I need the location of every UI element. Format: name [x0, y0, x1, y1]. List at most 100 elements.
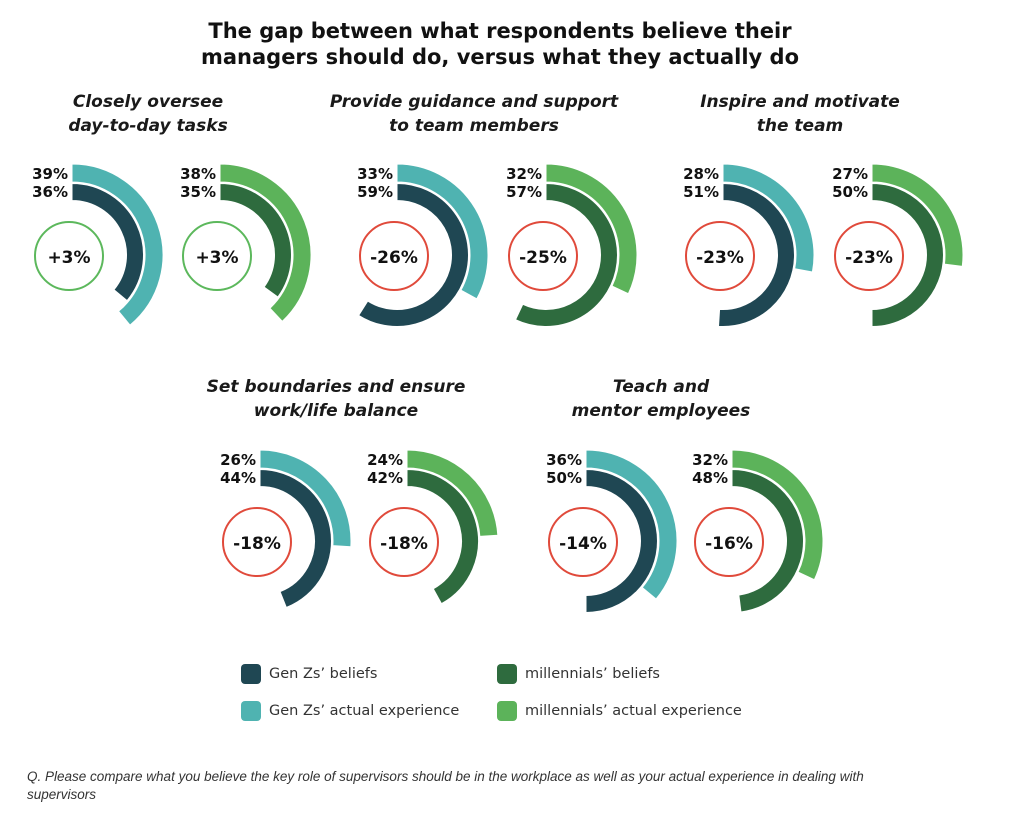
radial-chart-genz: 26%44% -18% — [220, 449, 352, 609]
legend-genz-actual: Gen Zs’ actual experience — [241, 701, 459, 721]
label-actual-value: 26% — [220, 451, 256, 469]
arc-actual-experience — [71, 163, 164, 326]
group-title-line: day-to-day tasks — [68, 116, 228, 136]
arc-actual-experience — [219, 163, 312, 323]
label-beliefs-value: 35% — [180, 183, 216, 201]
label-actual-value: 24% — [367, 451, 403, 469]
radial-chart-millennial: 24%42% -18% — [367, 449, 499, 605]
gap-circle — [548, 507, 618, 577]
label-actual-value: 32% — [692, 451, 728, 469]
arc-beliefs — [871, 182, 944, 328]
legend-swatch — [241, 664, 261, 684]
group-title-provide-guidance: Provide guidance and support to team mem… — [314, 90, 634, 138]
arc-beliefs — [219, 182, 292, 298]
group-title-line: to team members — [389, 116, 559, 136]
gap-circle — [222, 507, 292, 577]
gap-value: +3% — [195, 248, 238, 268]
label-actual-value: 33% — [357, 165, 393, 183]
gap-value: -18% — [380, 534, 428, 554]
group-title-line: mentor employees — [571, 401, 751, 421]
legend-swatch — [241, 701, 261, 721]
footnote: Q. Please compare what you believe the k… — [27, 769, 864, 802]
label-beliefs-value: 50% — [832, 183, 868, 201]
group-title-line: the team — [756, 116, 844, 136]
group-title-line: Inspire and motivate — [700, 92, 900, 112]
gap-circle — [834, 221, 904, 291]
label-beliefs-value: 36% — [32, 183, 68, 201]
arc-beliefs — [731, 468, 804, 613]
radial-chart-genz: 28%51% -23% — [683, 163, 815, 327]
legend-label: millennials’ actual experience — [525, 703, 742, 719]
group-title-line: Closely oversee — [72, 92, 224, 112]
legend-genz-beliefs: Gen Zs’ beliefs — [241, 664, 377, 684]
label-beliefs-value: 50% — [546, 469, 582, 487]
legend-label: Gen Zs’ beliefs — [269, 666, 378, 682]
arc-actual-experience — [396, 163, 489, 300]
gap-circle — [34, 221, 104, 291]
label-actual-value: 39% — [32, 165, 68, 183]
gap-value: -25% — [519, 248, 567, 268]
gap-value: -16% — [705, 534, 753, 554]
radial-chart-millennial: 32%48% -16% — [692, 449, 824, 613]
label-beliefs-value: 59% — [357, 183, 393, 201]
arc-beliefs — [514, 182, 618, 327]
chart-title-line-2: managers should do, versus what they act… — [200, 45, 800, 69]
group-title-line: Set boundaries and ensure — [206, 377, 466, 397]
legend-label: Gen Zs’ actual experience — [269, 703, 460, 719]
arc-actual-experience — [406, 449, 499, 537]
arc-actual-experience — [545, 163, 638, 295]
group-title-closely-oversee: Closely oversee day-to-day tasks — [0, 90, 308, 138]
label-actual-value: 38% — [180, 165, 216, 183]
label-actual-value: 32% — [506, 165, 542, 183]
group-title-inspire: Inspire and motivate the team — [640, 90, 960, 138]
gap-circle — [359, 221, 429, 291]
radial-chart-genz: 36%50% -14% — [546, 449, 678, 614]
arc-beliefs — [717, 182, 795, 327]
arc-beliefs — [259, 468, 332, 609]
legend-millennial-beliefs: millennials’ beliefs — [497, 664, 660, 684]
gap-circle — [694, 507, 764, 577]
gap-value: -23% — [845, 248, 893, 268]
label-actual-value: 36% — [546, 451, 582, 469]
arc-actual-experience — [722, 163, 815, 273]
group-title-line: Provide guidance and support — [329, 92, 619, 112]
gap-circle — [685, 221, 755, 291]
chart-title-line-1: The gap between what respondents believe… — [208, 19, 792, 43]
arc-actual-experience — [871, 163, 964, 267]
label-beliefs-value: 44% — [220, 469, 256, 487]
label-beliefs-value: 48% — [692, 469, 728, 487]
arc-beliefs — [406, 468, 479, 605]
gap-circle — [369, 507, 439, 577]
chart-title: The gap between what respondents believe… — [0, 18, 1000, 70]
label-beliefs-value: 57% — [506, 183, 542, 201]
radial-chart-genz: 39%36% +3% — [32, 163, 164, 326]
radial-chart-millennial: 27%50% -23% — [832, 163, 964, 328]
arc-beliefs — [71, 182, 144, 302]
label-beliefs-value: 42% — [367, 469, 403, 487]
arc-actual-experience — [585, 449, 678, 600]
gap-value: -23% — [696, 248, 744, 268]
radial-chart-millennial: 32%57% -25% — [506, 163, 638, 327]
label-actual-value: 27% — [832, 165, 868, 183]
label-beliefs-value: 51% — [683, 183, 719, 201]
radial-chart-genz: 33%59% -26% — [357, 163, 489, 327]
arc-actual-experience — [259, 449, 352, 548]
legend-label: millennials’ beliefs — [525, 666, 660, 682]
legend-swatch — [497, 701, 517, 721]
legend-swatch — [497, 664, 517, 684]
group-title-line: Teach and — [612, 377, 710, 397]
gap-value: -14% — [559, 534, 607, 554]
legend-millennial-actual: millennials’ actual experience — [497, 701, 742, 721]
gap-circle — [508, 221, 578, 291]
label-actual-value: 28% — [683, 165, 719, 183]
arc-actual-experience — [731, 449, 824, 581]
group-title-teach-mentor: Teach and mentor employees — [501, 375, 821, 423]
group-title-line: work/life balance — [253, 401, 419, 421]
group-title-set-boundaries: Set boundaries and ensure work/life bala… — [176, 375, 496, 423]
gap-circle — [182, 221, 252, 291]
arc-beliefs — [585, 468, 658, 614]
gap-value: +3% — [47, 248, 90, 268]
arc-beliefs — [357, 182, 469, 327]
gap-value: -26% — [370, 248, 418, 268]
